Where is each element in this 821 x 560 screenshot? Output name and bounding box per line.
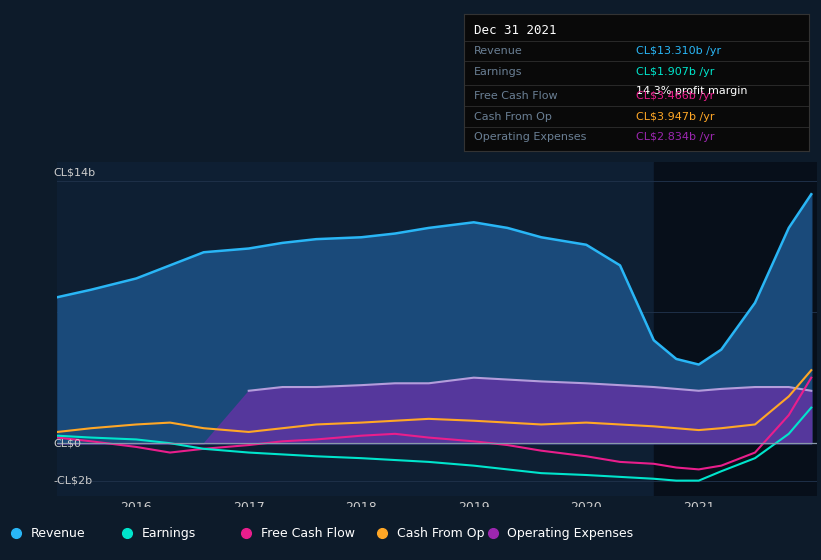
Text: CL$14b: CL$14b	[53, 167, 95, 177]
Text: Free Cash Flow: Free Cash Flow	[475, 91, 557, 101]
Text: CL$0: CL$0	[53, 438, 81, 448]
Text: Operating Expenses: Operating Expenses	[507, 527, 634, 540]
Text: Earnings: Earnings	[142, 527, 196, 540]
Text: CL$1.907b /yr: CL$1.907b /yr	[636, 67, 714, 77]
Text: Cash From Op: Cash From Op	[397, 527, 484, 540]
Text: Earnings: Earnings	[475, 67, 523, 77]
Text: Dec 31 2021: Dec 31 2021	[475, 24, 557, 37]
Text: Revenue: Revenue	[31, 527, 86, 540]
Text: CL$3.947b /yr: CL$3.947b /yr	[636, 112, 715, 122]
Text: Revenue: Revenue	[475, 46, 523, 56]
Text: Free Cash Flow: Free Cash Flow	[261, 527, 355, 540]
Text: CL$2.834b /yr: CL$2.834b /yr	[636, 133, 715, 142]
Text: -CL$2b: -CL$2b	[53, 475, 93, 486]
Text: 14.3% profit margin: 14.3% profit margin	[636, 86, 748, 96]
Bar	[654, 162, 817, 496]
Text: Operating Expenses: Operating Expenses	[475, 133, 586, 142]
Text: CL$13.310b /yr: CL$13.310b /yr	[636, 46, 722, 56]
Text: Cash From Op: Cash From Op	[475, 112, 552, 122]
Text: CL$3.466b /yr: CL$3.466b /yr	[636, 91, 714, 101]
